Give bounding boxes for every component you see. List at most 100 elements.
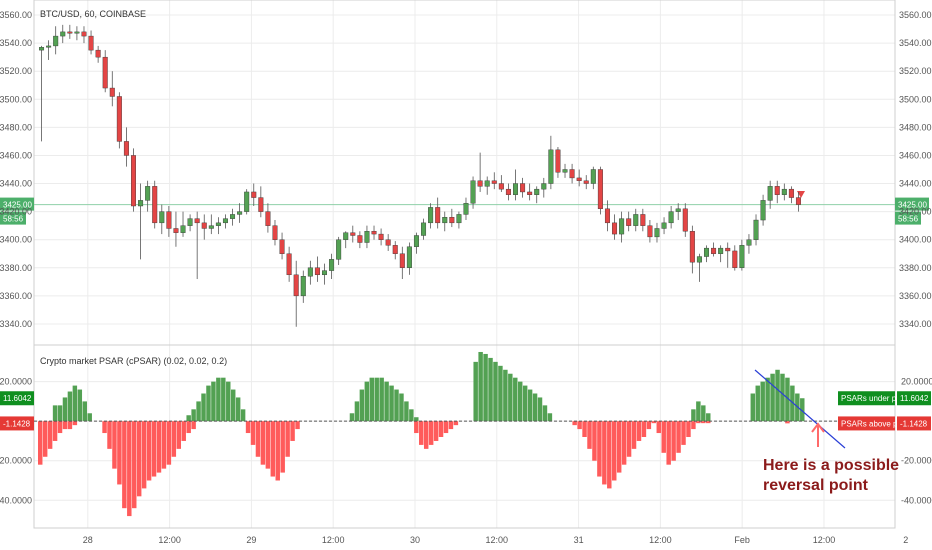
bar-under-price bbox=[785, 377, 790, 422]
bar-above-price bbox=[453, 421, 459, 426]
candle bbox=[194, 211, 200, 280]
candle bbox=[152, 180, 158, 229]
candle bbox=[81, 26, 87, 44]
price-tick-label-left: 3340.00 bbox=[0, 319, 32, 329]
candle bbox=[661, 217, 667, 235]
bar-above-price bbox=[62, 421, 68, 430]
candle bbox=[788, 186, 794, 204]
time-tick-label: 12:00 bbox=[813, 535, 836, 545]
candle bbox=[760, 194, 766, 226]
time-tick-label: 12:00 bbox=[322, 535, 345, 545]
candle bbox=[406, 242, 412, 275]
candle bbox=[279, 232, 285, 260]
candle bbox=[732, 245, 738, 271]
price-tag-label: 3425.00 bbox=[3, 201, 32, 210]
bar-under-price bbox=[216, 377, 221, 422]
bar-above-price bbox=[626, 421, 632, 457]
price-tick-label-left: 3420.00 bbox=[0, 207, 32, 217]
bar-under-price bbox=[473, 361, 478, 422]
timer-tag bbox=[0, 211, 26, 225]
candle-body bbox=[626, 218, 632, 226]
candle-body bbox=[279, 239, 285, 254]
bar-above-price bbox=[785, 421, 790, 424]
osc-value-label-left: 11.6042 bbox=[3, 394, 32, 403]
candle-body bbox=[590, 169, 596, 184]
candle bbox=[173, 211, 179, 247]
candle bbox=[619, 211, 625, 243]
candle bbox=[555, 147, 561, 178]
candle-body bbox=[180, 225, 186, 233]
candle bbox=[597, 166, 603, 215]
candle bbox=[399, 246, 405, 280]
candle-body bbox=[442, 217, 448, 224]
candle-body bbox=[739, 245, 745, 268]
price-tick-label-left: 3500.00 bbox=[0, 94, 32, 104]
candle bbox=[612, 214, 618, 240]
candle bbox=[138, 183, 144, 260]
bar-above-price bbox=[127, 421, 132, 517]
candle-body bbox=[562, 169, 568, 173]
candle bbox=[449, 208, 455, 228]
bar-under-price bbox=[790, 385, 795, 422]
bar-above-price bbox=[295, 421, 300, 430]
annotation-line-2: reversal point bbox=[763, 477, 869, 494]
candle-body bbox=[505, 188, 511, 195]
candle-body bbox=[131, 155, 136, 207]
candle bbox=[470, 176, 476, 209]
price-tick-label-left: 3480.00 bbox=[0, 122, 32, 132]
candle bbox=[201, 214, 207, 240]
time-tick-label: 31 bbox=[574, 535, 584, 545]
candle bbox=[314, 256, 320, 282]
candle bbox=[88, 30, 94, 55]
candle-body bbox=[619, 218, 625, 235]
bar-above-price bbox=[636, 421, 642, 441]
candle-body bbox=[350, 232, 356, 236]
bar-under-price bbox=[522, 385, 528, 422]
bar-above-price bbox=[443, 421, 449, 434]
bar-under-price bbox=[517, 381, 523, 422]
candle bbox=[505, 183, 511, 201]
bar-above-price bbox=[433, 421, 439, 441]
bar-under-price bbox=[537, 397, 543, 422]
bar-above-price bbox=[651, 421, 657, 424]
candle bbox=[244, 189, 250, 215]
candle-body bbox=[654, 228, 660, 238]
bar-under-price bbox=[364, 381, 370, 422]
candle bbox=[682, 203, 688, 237]
candle bbox=[300, 270, 306, 303]
bar-above-price bbox=[577, 421, 582, 430]
candle-body bbox=[187, 218, 193, 226]
candle-body bbox=[597, 169, 603, 210]
bar-under-price bbox=[498, 365, 503, 422]
candle bbox=[435, 197, 441, 229]
bar-under-price bbox=[701, 405, 706, 422]
candle-body bbox=[364, 231, 370, 243]
candle-body bbox=[746, 239, 752, 246]
candle-body bbox=[357, 235, 363, 243]
bar-above-price bbox=[156, 421, 162, 473]
bar-under-price bbox=[201, 393, 206, 422]
bar-above-price bbox=[666, 421, 671, 465]
candle-body bbox=[640, 214, 646, 226]
timer-tag bbox=[895, 211, 921, 225]
candle-body bbox=[711, 247, 717, 254]
price-tick-label-right: 3360.00 bbox=[899, 291, 932, 301]
candle-body bbox=[520, 183, 526, 193]
candle-body bbox=[343, 232, 349, 240]
candle bbox=[520, 177, 526, 198]
candle bbox=[590, 166, 596, 190]
candle-body bbox=[39, 47, 45, 51]
candle bbox=[208, 214, 214, 235]
bar-above-price bbox=[646, 421, 652, 430]
price-yaxis-left: 3340.00 3360.00 3380.00 3400.00 3420.00 3440.… bbox=[0, 10, 32, 329]
candle bbox=[534, 186, 540, 204]
candle bbox=[576, 169, 582, 187]
candle-body bbox=[569, 169, 575, 179]
bar-above-price bbox=[656, 421, 662, 434]
candle-body bbox=[378, 233, 384, 240]
candle-body bbox=[498, 183, 504, 190]
candle-body bbox=[371, 231, 377, 235]
candle bbox=[322, 263, 327, 285]
bar-under-price bbox=[235, 397, 241, 422]
